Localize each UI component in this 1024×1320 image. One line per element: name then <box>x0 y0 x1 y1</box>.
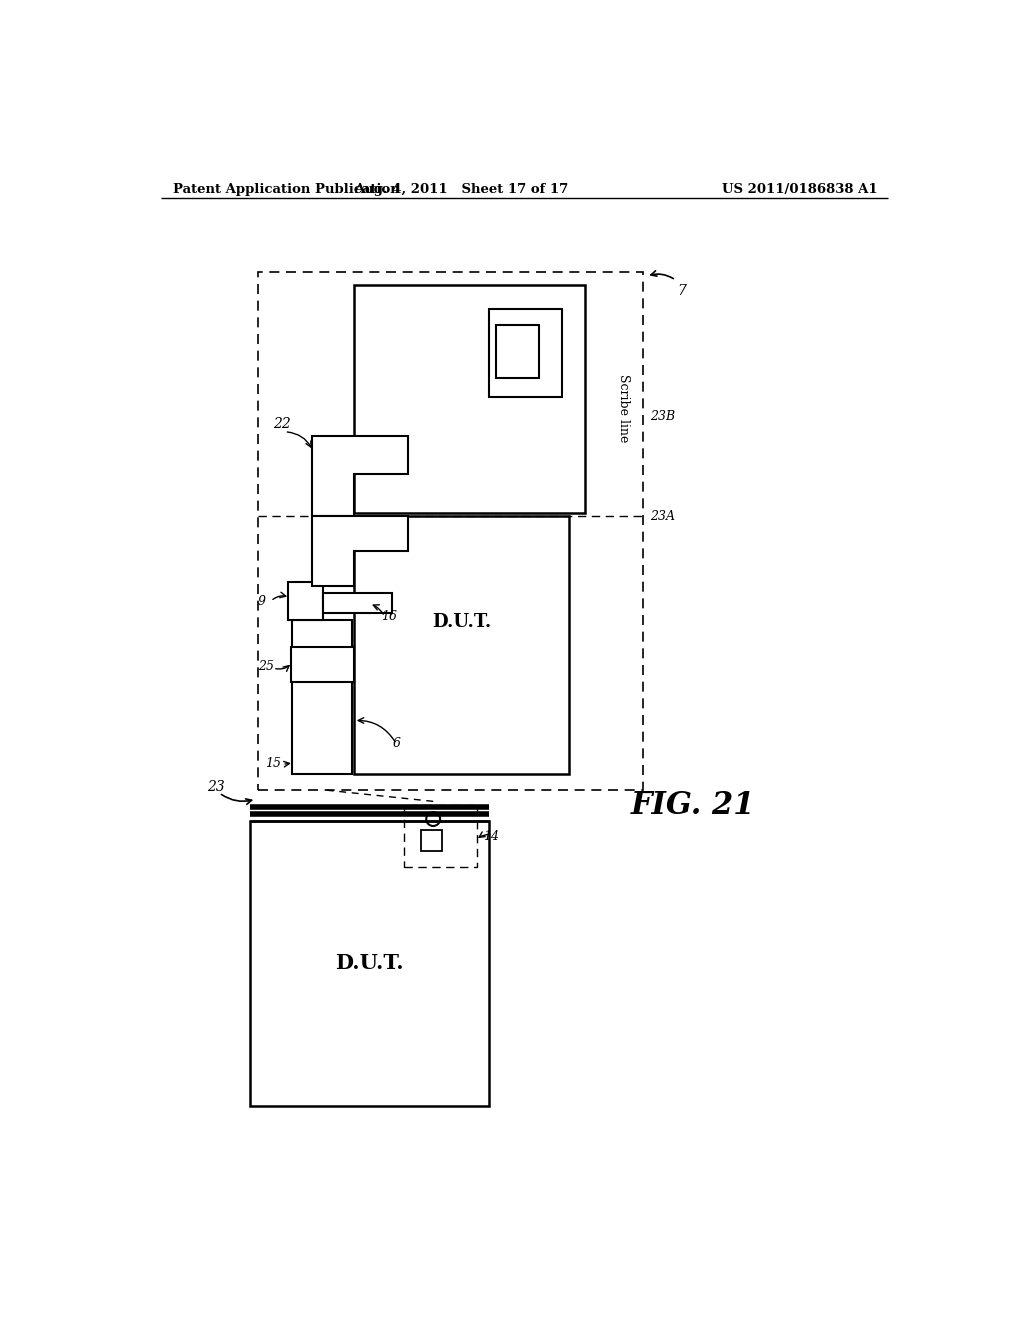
Bar <box>488 309 562 397</box>
Polygon shape <box>311 516 408 586</box>
Text: FIG. 21: FIG. 21 <box>631 789 755 821</box>
Bar <box>292 620 352 775</box>
Text: 25: 25 <box>258 660 273 673</box>
Text: 7: 7 <box>677 284 686 298</box>
Text: 16: 16 <box>381 610 397 623</box>
Bar <box>250 821 488 1106</box>
Text: Scribe line: Scribe line <box>616 375 630 442</box>
Text: 22: 22 <box>273 417 291 430</box>
Text: US 2011/0186838 A1: US 2011/0186838 A1 <box>722 183 878 197</box>
Polygon shape <box>311 436 408 516</box>
Bar <box>354 285 585 512</box>
Text: 6: 6 <box>392 738 400 751</box>
Bar <box>403 805 477 867</box>
Text: 23: 23 <box>208 780 225 795</box>
Bar <box>497 326 539 378</box>
Bar <box>354 516 569 775</box>
Bar <box>291 647 354 682</box>
Text: 23B: 23B <box>650 409 676 422</box>
Text: Aug. 4, 2011   Sheet 17 of 17: Aug. 4, 2011 Sheet 17 of 17 <box>354 183 568 197</box>
Text: 14: 14 <box>483 829 500 842</box>
Bar <box>289 582 323 620</box>
Bar <box>421 830 442 851</box>
Text: Patent Application Publication: Patent Application Publication <box>173 183 399 197</box>
Bar <box>258 272 643 789</box>
Text: 9: 9 <box>258 595 265 609</box>
Bar <box>323 594 392 612</box>
Text: D.U.T.: D.U.T. <box>432 614 492 631</box>
Text: D.U.T.: D.U.T. <box>335 953 403 973</box>
Text: 15: 15 <box>265 756 282 770</box>
Text: 23A: 23A <box>650 510 675 523</box>
